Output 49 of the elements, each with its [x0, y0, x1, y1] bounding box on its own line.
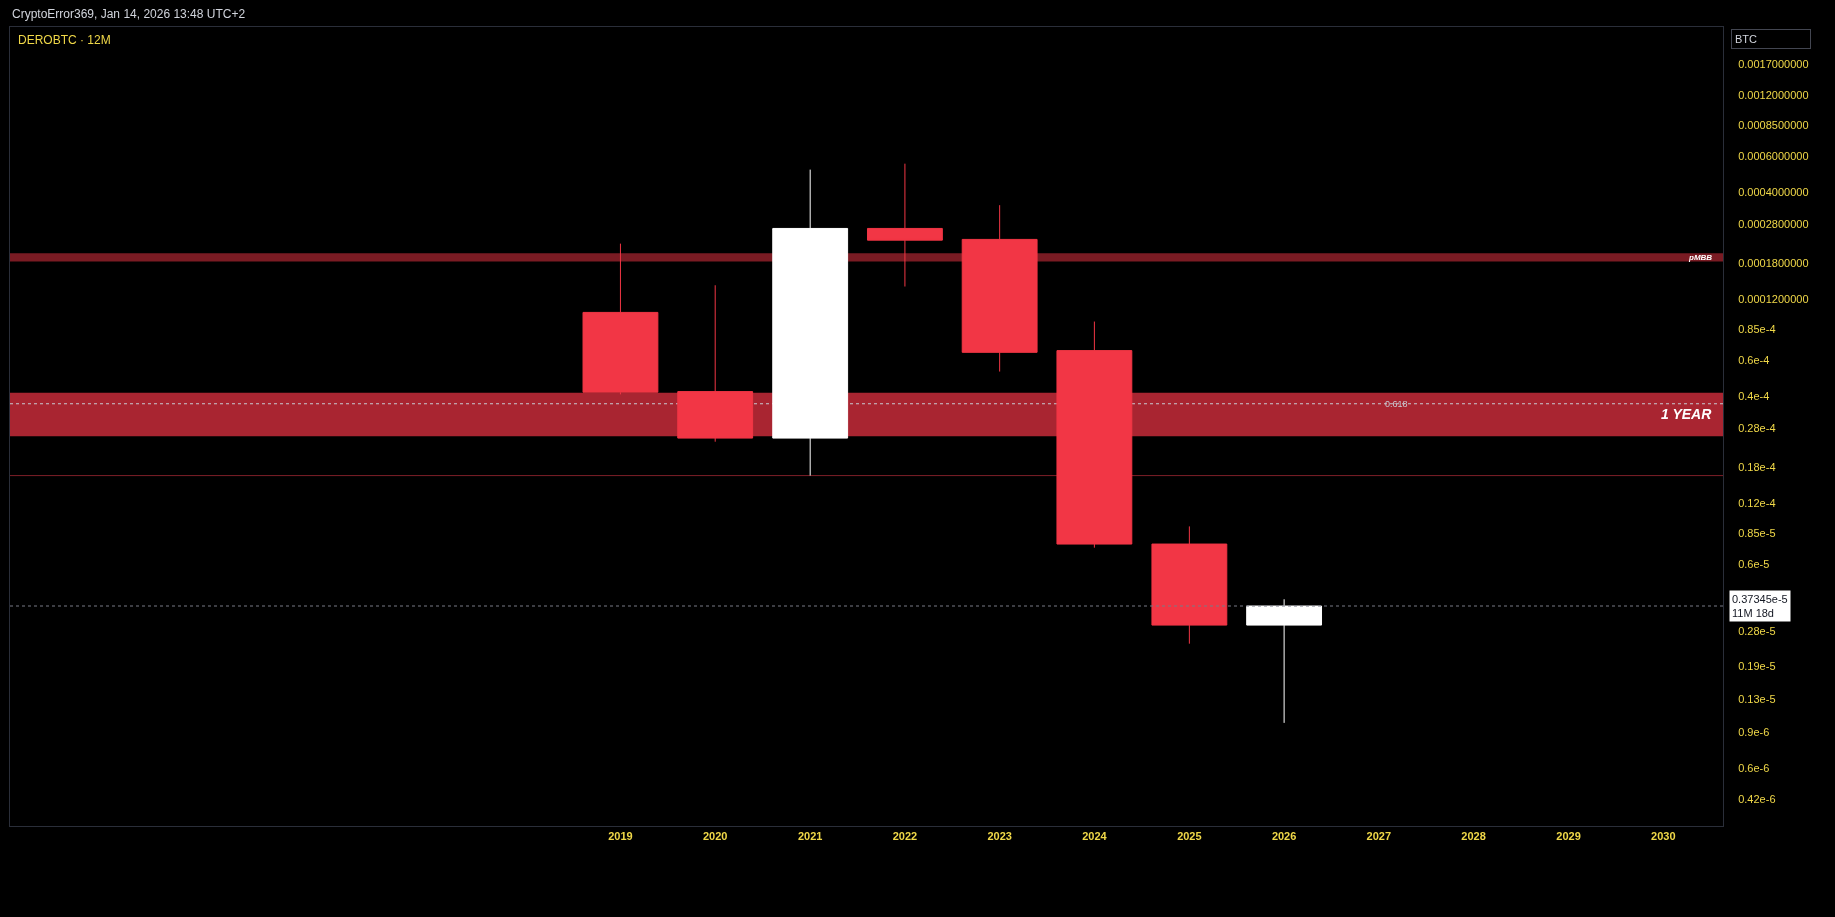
y-tick-label: 0.0002800000 [1738, 217, 1809, 230]
x-tick-label: 2027 [1366, 830, 1392, 843]
y-tick-label: 0.85e-4 [1738, 323, 1776, 336]
text: DEROBTC · 12M [18, 33, 111, 48]
y-tick-label: 0.28e-4 [1738, 421, 1776, 434]
x-tick-label: 2019 [608, 830, 633, 843]
y-tick-label: 0.12e-4 [1738, 496, 1776, 509]
candlestick [961, 204, 1038, 373]
x-tick-label: 2022 [892, 830, 918, 843]
y-tick-label: 0.0001200000 [1738, 292, 1809, 305]
y-tick-label: 0.0004000000 [1738, 186, 1809, 199]
y-tick-label: 0.9e-6 [1738, 725, 1770, 738]
x-tick-label: 2024 [1082, 830, 1108, 843]
candlestick [866, 163, 943, 288]
y-tick-label: 0.0001800000 [1738, 256, 1809, 269]
y-tick-label: 0.0017000000 [1738, 58, 1809, 71]
y-tick-label: 0.6e-5 [1738, 557, 1770, 570]
y-tick-label: 0.19e-5 [1738, 659, 1776, 672]
y-tick-label: 0.6e-4 [1738, 354, 1770, 367]
x-tick-label: 2020 [702, 830, 728, 843]
candlestick [582, 243, 659, 395]
y-tick-label: 0.28e-5 [1738, 625, 1776, 638]
candlestick [1056, 321, 1133, 549]
y-tick-label: 0.0008500000 [1738, 119, 1809, 132]
y-tick-label: 0.42e-6 [1738, 793, 1776, 806]
x-tick-label: 2028 [1461, 830, 1486, 843]
band-label: 1 YEAR [1661, 406, 1713, 422]
y-tick-label: 0.6e-6 [1738, 761, 1770, 774]
candlestick [1246, 598, 1323, 724]
y-tick-label: 0.0012000000 [1738, 88, 1809, 101]
candlestick [677, 284, 754, 443]
y-tick-label: 0.0006000000 [1738, 150, 1809, 163]
x-tick-label: 2021 [797, 830, 823, 843]
x-tick-label: 2023 [987, 830, 1012, 843]
x-tick-label: 2029 [1556, 830, 1581, 843]
candlestick [772, 169, 849, 477]
y-axis-title: BTC [1735, 33, 1758, 45]
candlestick [1151, 525, 1228, 645]
ref-line-label: 0.37345e-5 11M 18d [1732, 593, 1788, 620]
y-tick-label: 0.18e-4 [1738, 460, 1776, 473]
x-tick-label: 2025 [1177, 830, 1202, 843]
y-tick-label: 0.4e-4 [1738, 389, 1770, 402]
x-tick-label: 2026 [1271, 830, 1297, 843]
x-tick-label: 2030 [1651, 830, 1676, 843]
y-tick-label: 0.13e-5 [1738, 693, 1776, 706]
text: CryptoError369, Jan 14, 2026 13:48 UTC+2 [12, 7, 246, 21]
annotation: 0.618 [1385, 399, 1408, 409]
band-label: pMBB [1688, 253, 1713, 262]
y-tick-label: 0.85e-5 [1738, 527, 1776, 540]
